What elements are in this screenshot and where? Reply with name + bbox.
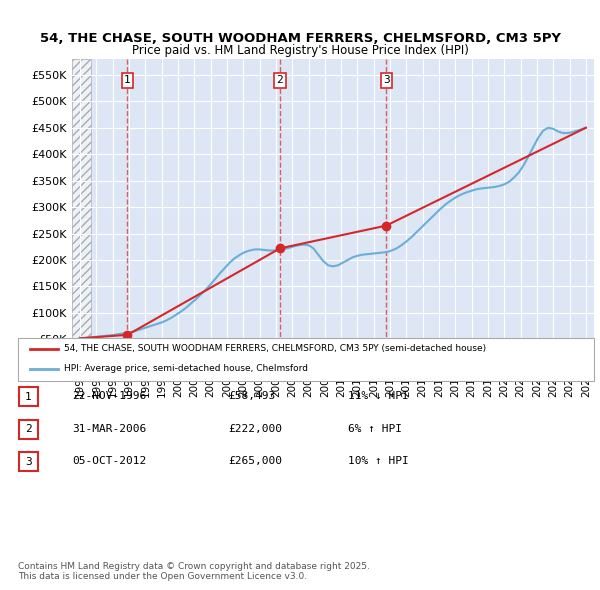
Text: 1: 1	[124, 76, 131, 86]
FancyBboxPatch shape	[18, 338, 594, 381]
Text: 31-MAR-2006: 31-MAR-2006	[72, 424, 146, 434]
Text: 11% ↓ HPI: 11% ↓ HPI	[348, 392, 409, 401]
Text: £58,493: £58,493	[228, 392, 275, 401]
Text: £222,000: £222,000	[228, 424, 282, 434]
Bar	[72, 59, 91, 366]
Text: £265,000: £265,000	[228, 457, 282, 466]
Text: 10% ↑ HPI: 10% ↑ HPI	[348, 457, 409, 466]
Text: 3: 3	[25, 457, 32, 467]
Text: 6% ↑ HPI: 6% ↑ HPI	[348, 424, 402, 434]
Text: 3: 3	[383, 76, 389, 86]
Text: 05-OCT-2012: 05-OCT-2012	[72, 457, 146, 466]
Bar	[72, 59, 91, 366]
Text: HPI: Average price, semi-detached house, Chelmsford: HPI: Average price, semi-detached house,…	[64, 364, 308, 373]
Text: 54, THE CHASE, SOUTH WOODHAM FERRERS, CHELMSFORD, CM3 5PY (semi-detached house): 54, THE CHASE, SOUTH WOODHAM FERRERS, CH…	[64, 344, 486, 353]
Text: 2: 2	[277, 76, 283, 86]
Text: 22-NOV-1996: 22-NOV-1996	[72, 392, 146, 401]
Text: 54, THE CHASE, SOUTH WOODHAM FERRERS, CHELMSFORD, CM3 5PY: 54, THE CHASE, SOUTH WOODHAM FERRERS, CH…	[40, 32, 560, 45]
Text: Contains HM Land Registry data © Crown copyright and database right 2025.
This d: Contains HM Land Registry data © Crown c…	[18, 562, 370, 581]
Text: 1: 1	[25, 392, 32, 402]
FancyBboxPatch shape	[19, 388, 38, 406]
Text: 2: 2	[25, 424, 32, 434]
FancyBboxPatch shape	[19, 420, 38, 438]
Text: Price paid vs. HM Land Registry's House Price Index (HPI): Price paid vs. HM Land Registry's House …	[131, 44, 469, 57]
FancyBboxPatch shape	[19, 453, 38, 471]
